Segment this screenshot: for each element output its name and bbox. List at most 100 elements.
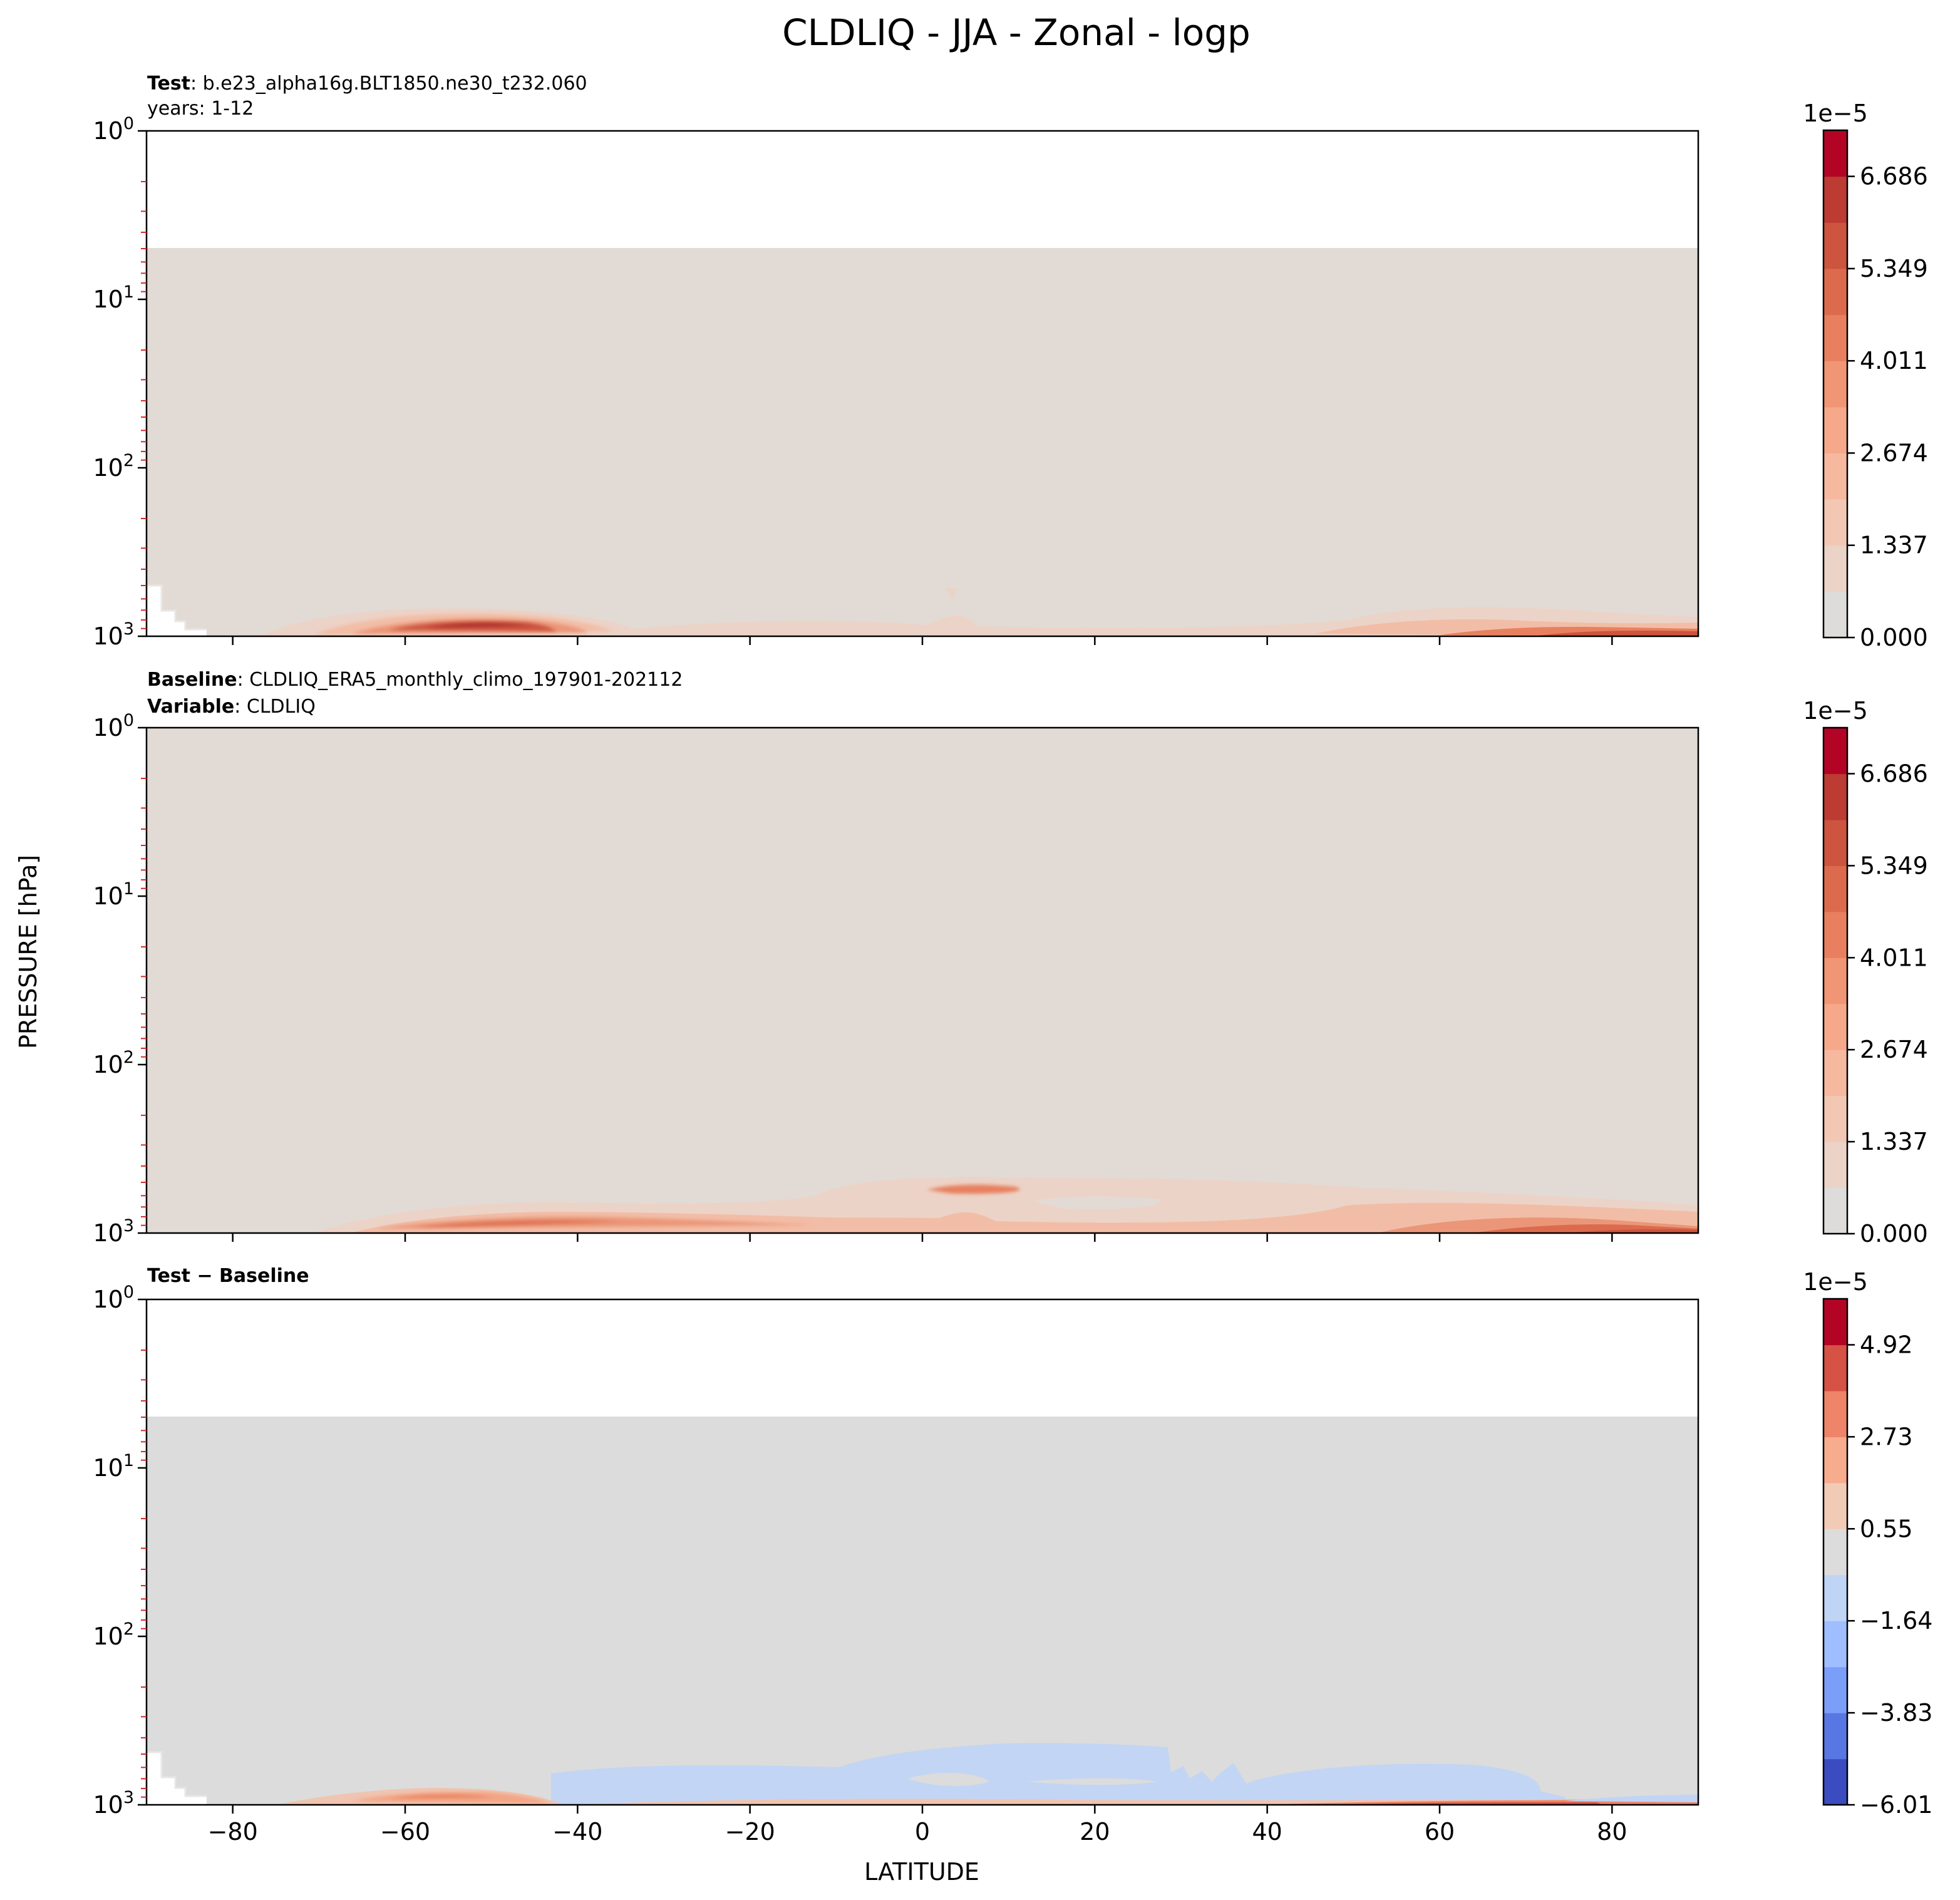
panel-diff-header-line1: Test − Baseline — [147, 1265, 309, 1287]
colorbar-tick-label: 2.674 — [1860, 439, 1928, 467]
y-tick-label: 102 — [93, 1619, 134, 1650]
colorbar-tick-label: 1.337 — [1860, 532, 1928, 559]
colorbar-segment — [1823, 1050, 1847, 1097]
panel-test-y-ticks: 100 101 102 103 — [93, 114, 147, 650]
y-tick-label: 101 — [93, 879, 134, 910]
colorbar-segment — [1823, 1187, 1847, 1234]
panel-diff-y-ticks: 100 101 102 103 — [93, 1283, 147, 1819]
colorbar-segment — [1823, 591, 1847, 638]
colorbar-tick-label: 2.674 — [1860, 1036, 1928, 1063]
colorbar-segment — [1823, 911, 1847, 958]
colorbar-segment — [1823, 361, 1847, 408]
colorbar-exponent: 1e−5 — [1803, 100, 1868, 127]
colorbar-segment — [1823, 1529, 1847, 1576]
x-tick-label: −40 — [552, 1818, 602, 1846]
x-tick-label: −20 — [725, 1818, 775, 1846]
panel-baseline-header-line1: Baseline: CLDLIQ_ERA5_monthly_climo_1979… — [147, 669, 683, 691]
panel-test-years: years: 1-12 — [147, 98, 254, 120]
panel-baseline-field — [147, 728, 1698, 1233]
colorbar-segment — [1823, 268, 1847, 316]
x-tick-label: 80 — [1597, 1818, 1627, 1846]
panel-test-case: : b.e23_alpha16g.BLT1850.ne30_t232.060 — [190, 73, 587, 95]
colorbar-tick-label: 0.000 — [1860, 624, 1928, 651]
x-tick-label: 0 — [915, 1818, 930, 1846]
colorbar-segment — [1823, 499, 1847, 546]
x-tick-label: 40 — [1252, 1818, 1282, 1846]
colorbar-segment — [1823, 773, 1847, 820]
colorbar-segment — [1823, 958, 1847, 1004]
colorbar-frame — [1822, 726, 1849, 1235]
colorbar-segment — [1823, 176, 1847, 223]
panel-diff-colorbar[interactable]: −6.01 −3.83 −1.64 0.55 2.73 4.92 1e−5 — [1803, 1268, 1932, 1819]
colorbar-exponent: 1e−5 — [1803, 1268, 1868, 1296]
panel-baseline-x-ticks — [232, 1233, 1613, 1242]
colorbar-segment — [1823, 1758, 1847, 1805]
colorbar-segment — [1823, 1003, 1847, 1050]
colorbar-tick-label: 6.686 — [1860, 163, 1928, 190]
panel-test-field — [147, 131, 1698, 636]
colorbar-segment — [1823, 1095, 1847, 1142]
panel-test-colorbar[interactable]: 0.000 1.337 2.674 4.011 5.349 6.686 1e−5 — [1803, 100, 1928, 651]
x-tick-label: −80 — [208, 1818, 258, 1846]
colorbar-segment — [1823, 1574, 1847, 1621]
colorbar-tick-label: 6.686 — [1860, 760, 1928, 787]
y-tick-label: 100 — [93, 711, 134, 741]
panel-baseline-variable-label: Variable — [147, 696, 234, 718]
panel-diff-x-ticks: −80 −60 −40 −20 0 20 40 60 80 — [208, 1805, 1627, 1846]
colorbar-segment — [1823, 406, 1847, 454]
x-tick-label: 20 — [1080, 1818, 1110, 1846]
colorbar-segment — [1823, 728, 1847, 775]
panel-test-x-ticks — [232, 636, 1613, 645]
colorbar-segment — [1823, 865, 1847, 912]
colorbar-tick-label: 2.73 — [1860, 1423, 1913, 1450]
colorbar-tick-label: 4.011 — [1860, 944, 1928, 971]
colorbar-tick-label: 1.337 — [1860, 1128, 1928, 1155]
colorbar-segment — [1823, 314, 1847, 361]
x-tick-label: 60 — [1425, 1818, 1455, 1846]
y-tick-label: 103 — [93, 619, 134, 650]
colorbar-tick-label: 4.011 — [1860, 347, 1928, 374]
y-tick-label: 100 — [93, 114, 134, 145]
colorbar-frame — [1822, 1298, 1849, 1806]
colorbar-tick-label: 4.92 — [1860, 1331, 1913, 1358]
y-tick-label: 102 — [93, 1048, 134, 1078]
y-axis-label: PRESSURE [hPa] — [14, 855, 42, 1049]
y-tick-label: 102 — [93, 451, 134, 482]
panel-baseline-colorbar[interactable]: 0.000 1.337 2.674 4.011 5.349 6.686 1e−5 — [1803, 697, 1928, 1247]
colorbar-segment — [1823, 1437, 1847, 1484]
colorbar-segment — [1823, 453, 1847, 500]
colorbar-segment — [1823, 1482, 1847, 1529]
colorbar-segment — [1823, 545, 1847, 592]
y-tick-label: 100 — [93, 1283, 134, 1313]
panel-diff: Test − Baseline 100 101 102 103 −80 −60 −40 −2… — [93, 1265, 1932, 1846]
panel-diff-field — [147, 1299, 1698, 1805]
colorbar-exponent: 1e−5 — [1803, 697, 1868, 725]
figure-title: CLDLIQ - JJA - Zonal - logp — [782, 11, 1251, 54]
colorbar-segment — [1823, 1621, 1847, 1668]
colorbar-frame — [1822, 129, 1849, 639]
colorbar-segment — [1823, 130, 1847, 177]
colorbar-tick-label: 0.000 — [1860, 1220, 1928, 1247]
colorbar-segment — [1823, 1390, 1847, 1437]
panel-baseline-case: : CLDLIQ_ERA5_monthly_climo_197901-20211… — [237, 669, 683, 691]
colorbar-tick-label: −6.01 — [1860, 1791, 1932, 1819]
panel-test: Test: b.e23_alpha16g.BLT1850.ne30_t232.0… — [93, 73, 1927, 651]
colorbar-segment — [1823, 1345, 1847, 1391]
colorbar-tick-label: 0.55 — [1860, 1515, 1913, 1542]
panel-test-label: Test — [147, 73, 190, 95]
panel-baseline: Baseline: CLDLIQ_ERA5_monthly_climo_1979… — [93, 669, 1927, 1247]
y-tick-label: 101 — [93, 282, 134, 313]
panel-baseline-label: Baseline — [147, 669, 237, 691]
panel-baseline-y-ticks: 100 101 102 103 — [93, 711, 147, 1247]
y-tick-label: 103 — [93, 1788, 134, 1819]
colorbar-segment — [1823, 1666, 1847, 1713]
y-tick-label: 103 — [93, 1216, 134, 1247]
panel-test-header-line1: Test: b.e23_alpha16g.BLT1850.ne30_t232.0… — [147, 73, 587, 95]
panel-diff-label: Test − Baseline — [147, 1265, 309, 1287]
x-tick-label: −60 — [380, 1818, 430, 1846]
colorbar-tick-label: 5.349 — [1860, 852, 1928, 879]
colorbar-tick-label: −3.83 — [1860, 1699, 1932, 1727]
x-axis-label: LATITUDE — [864, 1858, 979, 1886]
colorbar-segment — [1823, 1142, 1847, 1189]
